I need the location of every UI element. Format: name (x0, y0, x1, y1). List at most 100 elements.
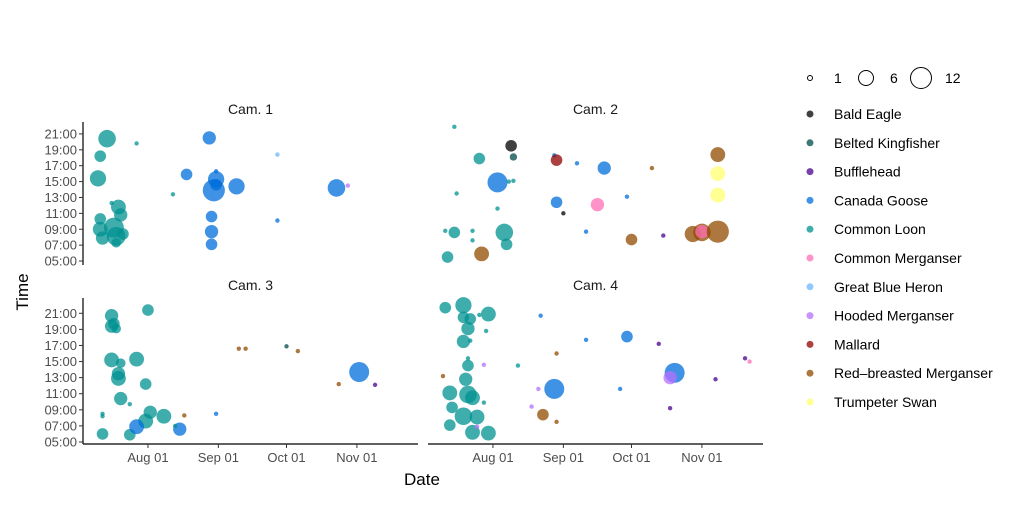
size-legend-label: 6 (890, 70, 898, 86)
legend-key (806, 196, 814, 204)
data-point (574, 161, 580, 166)
x-tick-label: Nov 01 (336, 450, 377, 465)
data-point (455, 297, 472, 314)
data-point (372, 382, 378, 388)
x-tick-label: Aug 01 (472, 450, 513, 465)
data-point (180, 168, 193, 181)
y-axis-title: Time (13, 273, 32, 310)
y-tick-label: 19:00 (44, 322, 77, 337)
data-point (474, 246, 490, 262)
facet-title: Cam. 2 (573, 101, 618, 117)
data-point (470, 238, 475, 243)
x-axis-title: Date (404, 470, 440, 489)
data-point (94, 150, 107, 162)
data-point (617, 386, 623, 392)
data-point (661, 233, 666, 238)
data-point (111, 371, 126, 386)
data-point (456, 334, 471, 349)
data-point (205, 210, 218, 223)
data-point (742, 356, 748, 361)
data-point (536, 386, 541, 392)
data-point (583, 229, 589, 234)
facet-panel-2: Cam. 2 (441, 101, 729, 263)
data-point (462, 359, 474, 372)
data-point (550, 154, 563, 166)
data-point (210, 178, 222, 191)
data-point (597, 161, 611, 175)
data-point (538, 313, 543, 318)
data-point (710, 187, 726, 203)
data-point (439, 301, 452, 314)
data-point (442, 385, 458, 401)
data-point (487, 172, 508, 193)
data-point (142, 304, 154, 316)
legend-key (806, 369, 814, 377)
data-point (695, 224, 709, 239)
data-point (480, 425, 496, 441)
data-point (621, 330, 633, 343)
data-point (452, 124, 457, 129)
data-point (465, 390, 480, 406)
data-point (477, 312, 482, 318)
data-point (663, 370, 677, 385)
data-point (461, 321, 475, 336)
data-point (710, 147, 726, 162)
data-point (454, 191, 459, 196)
legend-key (806, 110, 814, 118)
data-point (500, 238, 513, 251)
legend: 1 6 12 Bald Eagle Belted Kingfisher Bufflehea… (806, 67, 993, 410)
data-point (129, 419, 145, 435)
y-tick-label: 09:00 (44, 222, 77, 237)
data-point (104, 352, 120, 368)
facet-panel-4: Cam. 4 Aug 01 Sep 01 Oct 01 Nov 01 (428, 277, 763, 465)
data-point (228, 178, 245, 195)
data-point (115, 358, 126, 368)
data-point (706, 220, 729, 243)
data-point (111, 237, 121, 248)
legend-label: Great Blue Heron (834, 279, 943, 295)
data-point (747, 359, 752, 364)
x-tick-label: Oct 01 (612, 450, 650, 465)
data-point (667, 406, 673, 411)
data-point (443, 228, 448, 234)
legend-key (806, 168, 814, 176)
data-point (554, 419, 559, 425)
data-point (469, 409, 485, 425)
legend-label: Bufflehead (834, 164, 901, 180)
data-point (349, 362, 370, 382)
y-tick-label: 05:00 (44, 434, 77, 449)
facet-title: Cam. 4 (573, 277, 618, 293)
data-point (468, 338, 473, 343)
size-legend-label: 1 (834, 70, 842, 86)
data-point (561, 211, 566, 216)
facet-panels: Cam. 121:0019:0017:0015:0013:0011:0009:0… (44, 101, 763, 465)
data-point (713, 377, 718, 382)
data-point (327, 179, 346, 197)
x-tick-label: Oct 01 (267, 450, 305, 465)
data-point (202, 131, 216, 145)
legend-label: Trumpeter Swan (834, 394, 937, 410)
y-tick-label: 19:00 (44, 142, 77, 157)
data-point (537, 408, 549, 421)
data-point (98, 129, 116, 148)
data-point (134, 141, 139, 146)
data-point (495, 223, 514, 242)
data-point (554, 351, 559, 356)
data-point (182, 413, 187, 418)
data-point (117, 228, 129, 240)
data-point (470, 228, 475, 234)
data-point (444, 419, 456, 431)
legend-key (806, 340, 814, 348)
data-point (625, 233, 638, 246)
data-point (624, 194, 630, 199)
data-point (506, 179, 512, 184)
data-point (529, 404, 534, 409)
legend-label: Red–breasted Merganser (834, 365, 993, 381)
data-point (454, 407, 473, 426)
data-point (111, 323, 121, 334)
data-point (213, 411, 219, 417)
data-point (515, 363, 521, 368)
legend-label: Bald Eagle (834, 106, 902, 122)
x-tick-label: Aug 01 (127, 450, 168, 465)
data-point (205, 238, 218, 251)
